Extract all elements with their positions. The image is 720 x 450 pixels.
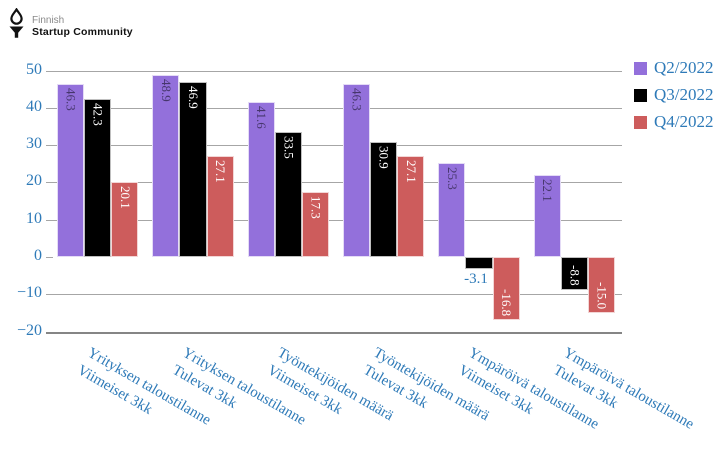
bar-q3-2022-cat3: 30.9: [370, 141, 398, 257]
x-axis-spine: [46, 331, 622, 334]
gridline: [46, 294, 622, 296]
bar-value-label: 27.1: [213, 159, 229, 183]
legend-label: Q3/2022: [654, 85, 714, 104]
gridline: [46, 107, 622, 109]
bar-value-label: 25.3: [444, 166, 460, 190]
bar-value-label: 27.1: [403, 159, 419, 183]
droplet-y-logo-icon: [7, 7, 26, 45]
y-tick-label: −10: [16, 284, 42, 302]
bar-q2-2022-cat1: 48.9: [152, 74, 180, 257]
bar-value-label: -16.8: [499, 288, 515, 316]
bar-q4-2022-cat2: 17.3: [301, 192, 330, 257]
legend-label: Q4/2022: [654, 112, 714, 131]
y-tick-label: 10: [26, 209, 42, 227]
y-tick-label: 30: [26, 135, 42, 153]
bar-value-label: 22.1: [540, 178, 556, 202]
bar-q4-2022-cat3: 27.1: [397, 155, 425, 257]
legend-swatch-q4: [634, 115, 647, 129]
bar-value-label: 48.9: [158, 78, 174, 102]
y-tick-label: 20: [26, 172, 42, 190]
legend-item: Q3/2022: [634, 85, 714, 105]
bar-value-label: 33.5: [281, 136, 297, 159]
bar-value-label: 41.6: [254, 105, 270, 129]
bar-q3-2022-cat1: 46.9: [179, 82, 207, 257]
chart-legend: Q2/2022 Q3/2022 Q4/2022: [634, 58, 714, 139]
bar-q3-2022-cat4: [465, 257, 493, 269]
bar-q2-2022-cat2: 41.6: [247, 101, 275, 257]
legend-label: Q2/2022: [654, 58, 714, 77]
bar-value-label: 46.9: [185, 86, 201, 109]
y-tick-label: 40: [26, 97, 42, 115]
bar-value-label: 20.1: [117, 186, 133, 209]
legend-item: Q4/2022: [634, 112, 714, 132]
bar-q2-2022-cat3: 46.3: [342, 84, 371, 257]
y-tick-label: 50: [26, 60, 42, 78]
legend-item: Q2/2022: [634, 58, 714, 78]
y-tick-label: 0: [34, 247, 42, 264]
legend-swatch-q3: [634, 88, 647, 102]
bar-value-label: 30.9: [376, 145, 392, 169]
legend-swatch-q2: [634, 61, 647, 75]
gridline: [46, 219, 622, 221]
bar-q3-2022-cat0: 42.3: [84, 99, 112, 257]
bar-q4-2022-cat1: 27.1: [206, 155, 234, 257]
bar-q3-2022-cat2: 33.5: [274, 132, 302, 257]
bar-q4-2022-cat4: -16.8: [492, 257, 520, 320]
bar-value-label: 46.3: [63, 88, 79, 112]
logo-bottom-line: Startup Community: [32, 26, 133, 39]
bar-value-label-outside: -3.1: [464, 270, 488, 287]
gridline: [46, 70, 622, 72]
bar-q4-2022-cat5: -15.0: [587, 257, 616, 313]
bar-value-label: 46.3: [349, 88, 365, 112]
bar-q3-2022-cat5: -8.8: [560, 257, 588, 290]
bar-q2-2022-cat0: 46.3: [56, 84, 85, 257]
gridline: [46, 182, 622, 184]
bar-value-label: -8.8: [567, 265, 583, 286]
bar-q4-2022-cat0: 20.1: [111, 182, 139, 257]
y-tick-label: −20: [16, 321, 42, 339]
bar-value-label: -15.0: [594, 281, 610, 309]
gridline: [46, 145, 622, 147]
logo-top-line: Finnish: [32, 14, 65, 26]
bar-q2-2022-cat5: 22.1: [533, 174, 561, 257]
logo: Finnish Startup Community: [7, 7, 133, 45]
bar-q2-2022-cat4: 25.3: [438, 162, 466, 257]
gridline: [46, 257, 53, 258]
bar-value-label: 17.3: [308, 196, 324, 220]
bar-value-label: 42.3: [90, 103, 106, 126]
